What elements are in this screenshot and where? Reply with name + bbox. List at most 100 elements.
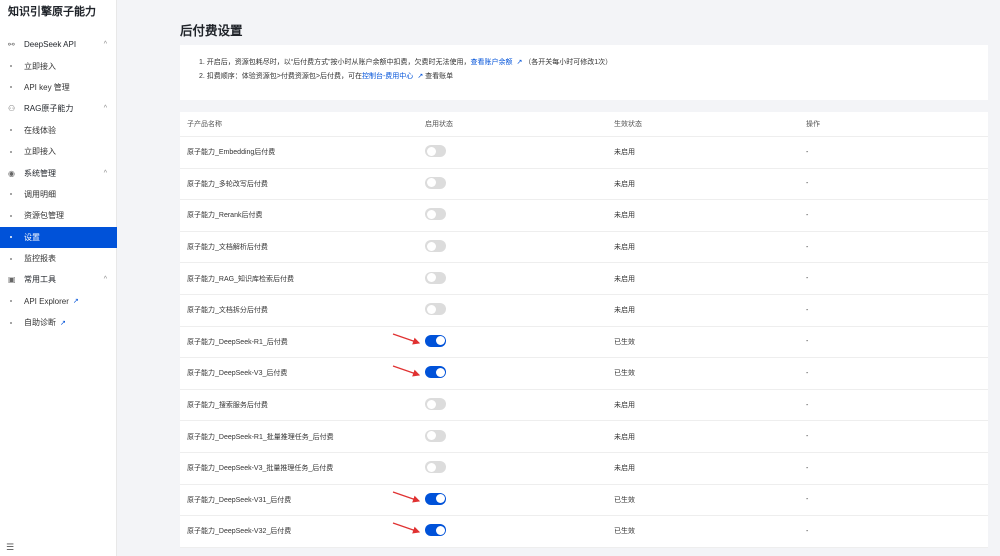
product-name: 原子能力_DeepSeek-R1_后付费 — [187, 338, 288, 346]
bullet-icon — [10, 321, 12, 324]
effect-status: 未启用 — [614, 433, 635, 441]
sidebar-group[interactable]: ⚇ RAG原子能力 ^ — [0, 98, 117, 119]
sidebar: 知识引擎原子能力 ⚯ DeepSeek API ^ 立即接入 API key 管理 ⚇ RA… — [0, 0, 117, 556]
enable-toggle[interactable] — [425, 429, 446, 442]
sidebar-item-label: 自助诊断 — [24, 318, 56, 328]
row-action: - — [806, 433, 809, 441]
info-line1: 1. 开启后，资源包耗尽时，以“后付费方式”按小时从账户余额中扣费，欠费时无法使… — [199, 59, 471, 66]
sidebar-item-label: 调用明细 — [24, 189, 56, 199]
enable-toggle[interactable] — [425, 208, 446, 221]
sidebar-group[interactable]: ◉ 系统管理 ^ — [0, 162, 117, 183]
info-line2: 2. 扣费顺序：体验资源包>付费资源包>后付费，可在 — [199, 73, 362, 80]
table-row: 原子能力_DeepSeek-V3_后付费 已生效 - — [180, 358, 988, 390]
row-action: - — [806, 338, 809, 346]
row-action: - — [806, 401, 809, 409]
account-balance-link[interactable]: 查看账户余额 — [470, 59, 513, 66]
enable-toggle[interactable] — [425, 524, 446, 537]
bullet-icon — [10, 193, 12, 196]
sidebar-item[interactable]: 立即接入 — [0, 55, 117, 76]
chevron-up-icon: ^ — [103, 169, 107, 177]
bullet-icon — [10, 150, 12, 153]
collapse-sidebar-icon[interactable]: ☰ — [6, 542, 15, 552]
table-row: 原子能力_RAG_知识库检索后付费 未启用 - — [180, 263, 988, 295]
enable-toggle[interactable] — [425, 398, 446, 411]
chevron-up-icon: ^ — [103, 105, 107, 113]
effect-status: 未启用 — [614, 275, 635, 283]
sidebar-item[interactable]: 设置 — [0, 226, 117, 248]
table-row: 原子能力_DeepSeek-R1_批量推理任务_后付费 未启用 - — [180, 421, 988, 453]
sidebar-item[interactable]: 在线体验 — [0, 120, 117, 141]
product-name: 原子能力_DeepSeek-R1_批量推理任务_后付费 — [187, 433, 334, 441]
product-name: 原子能力_DeepSeek-V31_后付费 — [187, 496, 292, 504]
effect-status: 已生效 — [614, 338, 635, 346]
enable-toggle[interactable] — [425, 271, 446, 284]
sidebar-group[interactable]: ⚯ DeepSeek API ^ — [0, 34, 117, 55]
external-link-icon: ↗ — [516, 59, 523, 66]
bullet-icon — [10, 236, 12, 239]
enable-toggle[interactable] — [425, 492, 446, 505]
table-row: 原子能力_搜索服务后付费 未启用 - — [180, 390, 988, 422]
link-icon: ⚯ — [8, 40, 15, 50]
sidebar-item-label: 立即接入 — [24, 147, 56, 157]
external-link-icon: ↗ — [72, 298, 79, 306]
sidebar-item[interactable]: 资源包管理 — [0, 205, 117, 226]
info-line2-note: 查看账单 — [425, 73, 454, 80]
product-name: 原子能力_搜索服务后付费 — [187, 402, 268, 410]
sidebar-group-label: 常用工具 — [24, 275, 56, 285]
settings-circle-icon: ◉ — [8, 168, 15, 178]
bullet-icon — [10, 214, 12, 217]
table-row: 原子能力_Rerank后付费 未启用 - — [180, 200, 988, 232]
table-row: 原子能力_文档解析后付费 未启用 - — [180, 232, 988, 264]
effect-status: 未启用 — [614, 149, 635, 157]
billing-center-link[interactable]: 控制台-费用中心 — [361, 73, 414, 80]
sidebar-item[interactable]: API Explorer ↗ — [0, 291, 117, 312]
bullet-icon — [10, 86, 12, 89]
table-row: 原子能力_DeepSeek-V31_后付费 已生效 - — [180, 485, 988, 517]
external-link-icon: ↗ — [60, 319, 66, 327]
enable-toggle[interactable] — [425, 303, 446, 316]
enable-toggle[interactable] — [425, 461, 446, 474]
info-panel: 1. 开启后，资源包耗尽时，以“后付费方式”按小时从账户余额中扣费，欠费时无法使… — [180, 45, 988, 100]
effect-status: 未启用 — [614, 307, 635, 315]
product-name: 原子能力_DeepSeek-V32_后付费 — [187, 528, 292, 536]
row-action: - — [806, 211, 809, 219]
product-name: 原子能力_Rerank后付费 — [187, 212, 263, 220]
table-row: 原子能力_DeepSeek-V3_批量推理任务_后付费 未启用 - — [180, 453, 988, 485]
row-action: - — [806, 243, 809, 251]
table-header: 子产品名称 启用状态 生效状态 操作 — [180, 112, 988, 137]
sidebar-item[interactable]: 调用明细 — [0, 184, 117, 205]
header-enabled: 启用状态 — [425, 121, 453, 128]
row-action: - — [806, 148, 809, 156]
enable-toggle[interactable] — [425, 366, 446, 379]
sidebar-item-label: 立即接入 — [24, 61, 56, 71]
bullet-icon — [10, 129, 12, 132]
sidebar-item[interactable]: API key 管理 — [0, 77, 117, 98]
sidebar-item-label: API key 管理 — [24, 82, 70, 92]
sidebar-item[interactable]: 自助诊断 ↗ — [0, 312, 117, 333]
postpaid-table: 子产品名称 启用状态 生效状态 操作 原子能力_Embedding后付费 未启用 -… — [180, 112, 988, 548]
row-action: - — [806, 369, 809, 377]
product-name: 原子能力_多轮改写后付费 — [187, 180, 268, 188]
enable-toggle[interactable] — [425, 334, 446, 347]
product-name: 原子能力_RAG_知识库检索后付费 — [187, 275, 294, 283]
effect-status: 已生效 — [614, 496, 635, 504]
table-row: 原子能力_Embedding后付费 未启用 - — [180, 137, 988, 169]
enable-toggle[interactable] — [425, 240, 446, 253]
sidebar-item[interactable]: 立即接入 — [0, 141, 117, 162]
sidebar-item-label: 资源包管理 — [24, 211, 64, 221]
sidebar-group[interactable]: ▣ 常用工具 ^ — [0, 269, 117, 290]
toolbox-icon: ▣ — [8, 275, 16, 285]
page-title: 后付费设置 — [180, 24, 243, 38]
bullet-icon — [10, 257, 12, 260]
table-row: 原子能力_DeepSeek-V32_后付费 已生效 - — [180, 516, 988, 548]
sidebar-item[interactable]: 监控报表 — [0, 248, 117, 269]
product-name: 原子能力_文档解析后付费 — [187, 244, 268, 252]
sidebar-nav: ⚯ DeepSeek API ^ 立即接入 API key 管理 ⚇ RAG原子能力 ^ 在线体… — [0, 34, 117, 333]
chevron-up-icon: ^ — [103, 276, 107, 284]
enable-toggle[interactable] — [425, 145, 446, 158]
product-name: 原子能力_DeepSeek-V3_批量推理任务_后付费 — [187, 465, 334, 473]
effect-status: 未启用 — [614, 465, 635, 473]
row-action: - — [806, 180, 809, 188]
sidebar-item-label: 监控报表 — [24, 254, 56, 264]
enable-toggle[interactable] — [425, 176, 446, 189]
